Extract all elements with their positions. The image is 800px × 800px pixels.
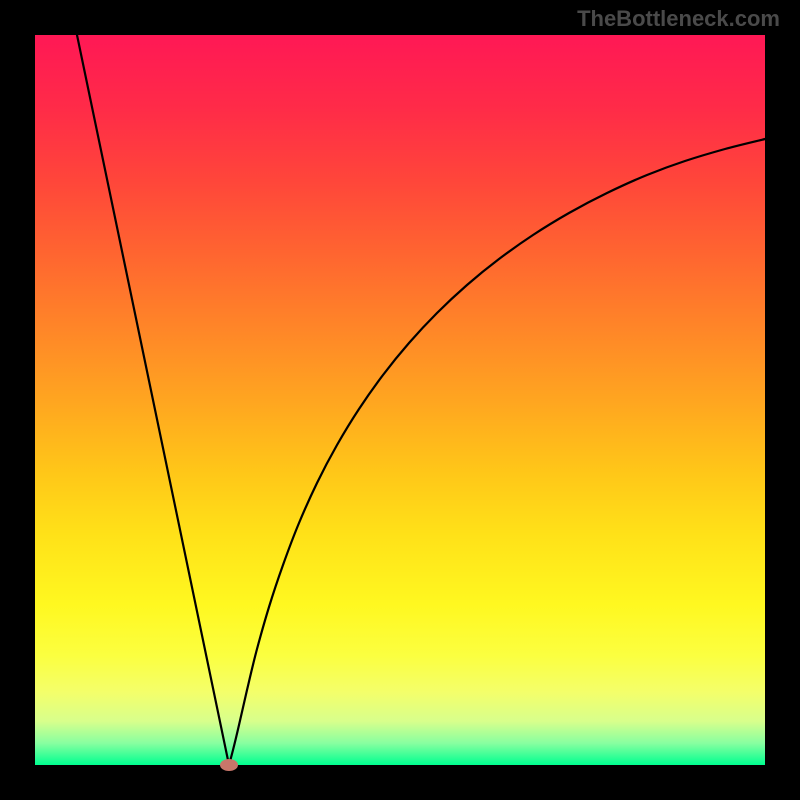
source-url-label: TheBottleneck.com — [577, 6, 780, 32]
chart-canvas: TheBottleneck.com — [0, 0, 800, 800]
plot-gradient — [35, 35, 765, 765]
optimal-point-marker — [220, 759, 238, 771]
chart-svg — [0, 0, 800, 800]
